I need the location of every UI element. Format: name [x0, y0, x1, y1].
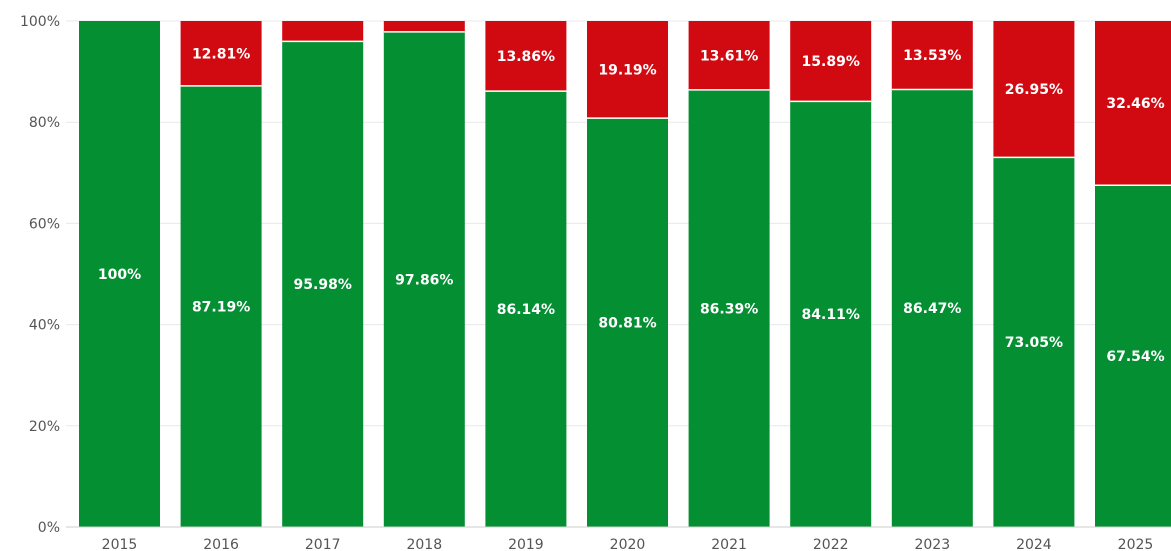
x-tick-label: 2025	[1118, 537, 1154, 551]
data-label: 97.86%	[395, 272, 453, 288]
data-label: 32.46%	[1106, 96, 1164, 112]
y-tick-label: 20%	[29, 419, 60, 435]
data-label: 15.89%	[802, 54, 860, 70]
bar-segment	[993, 21, 1075, 158]
data-label: 13.61%	[700, 48, 758, 64]
data-label: 86.14%	[497, 302, 555, 318]
data-label: 13.53%	[903, 48, 961, 64]
bar-segment	[790, 21, 872, 102]
bar-segment	[1095, 185, 1171, 527]
data-label: 13.86%	[497, 49, 555, 65]
bar-segment	[891, 21, 973, 90]
bar-segment	[180, 85, 262, 527]
bar-segment	[383, 31, 465, 527]
bar-segment	[485, 91, 567, 528]
x-tick-label: 2018	[406, 537, 442, 551]
y-tick-label: 0%	[38, 520, 60, 536]
x-tick-label: 2023	[914, 537, 950, 551]
x-tick-label: 2017	[305, 537, 341, 551]
x-tick-label: 2019	[508, 537, 544, 551]
y-tick-label: 40%	[29, 318, 60, 334]
data-label: 87.19%	[192, 299, 250, 315]
bar-segment	[891, 89, 973, 528]
data-label: 67.54%	[1106, 349, 1164, 365]
bar-segment	[282, 41, 364, 528]
data-label: 86.39%	[700, 301, 758, 317]
data-label: 19.19%	[598, 63, 656, 79]
y-tick-label: 100%	[20, 14, 60, 30]
bar-segment	[993, 157, 1075, 527]
bar-segment	[688, 89, 770, 527]
bar-segment	[79, 21, 160, 527]
data-label: 100%	[98, 267, 141, 283]
data-label: 80.81%	[598, 316, 656, 332]
bar-segment	[587, 118, 668, 527]
x-tick-label: 2024	[1016, 537, 1052, 551]
bar-segment	[383, 21, 465, 32]
bar-segment	[1095, 21, 1171, 186]
x-tick-label: 2021	[711, 537, 747, 551]
y-tick-label: 80%	[29, 115, 60, 131]
data-label: 12.81%	[192, 46, 250, 62]
bar-segment	[688, 21, 770, 90]
x-tick-label: 2022	[813, 537, 849, 551]
bar-segment	[790, 101, 872, 528]
x-tick-label: 2020	[610, 537, 646, 551]
data-label: 26.95%	[1005, 82, 1063, 98]
data-label: 84.11%	[802, 307, 860, 323]
bar-segment	[180, 21, 262, 86]
y-tick-label: 60%	[29, 216, 60, 232]
bar-segment	[282, 21, 364, 42]
data-label: 73.05%	[1005, 335, 1063, 351]
x-tick-label: 2016	[203, 537, 239, 551]
bar-segment	[587, 21, 668, 119]
x-tick-label: 2015	[102, 537, 138, 551]
bar-segment	[485, 21, 567, 92]
data-label: 95.98%	[294, 277, 352, 293]
data-label: 86.47%	[903, 301, 961, 317]
